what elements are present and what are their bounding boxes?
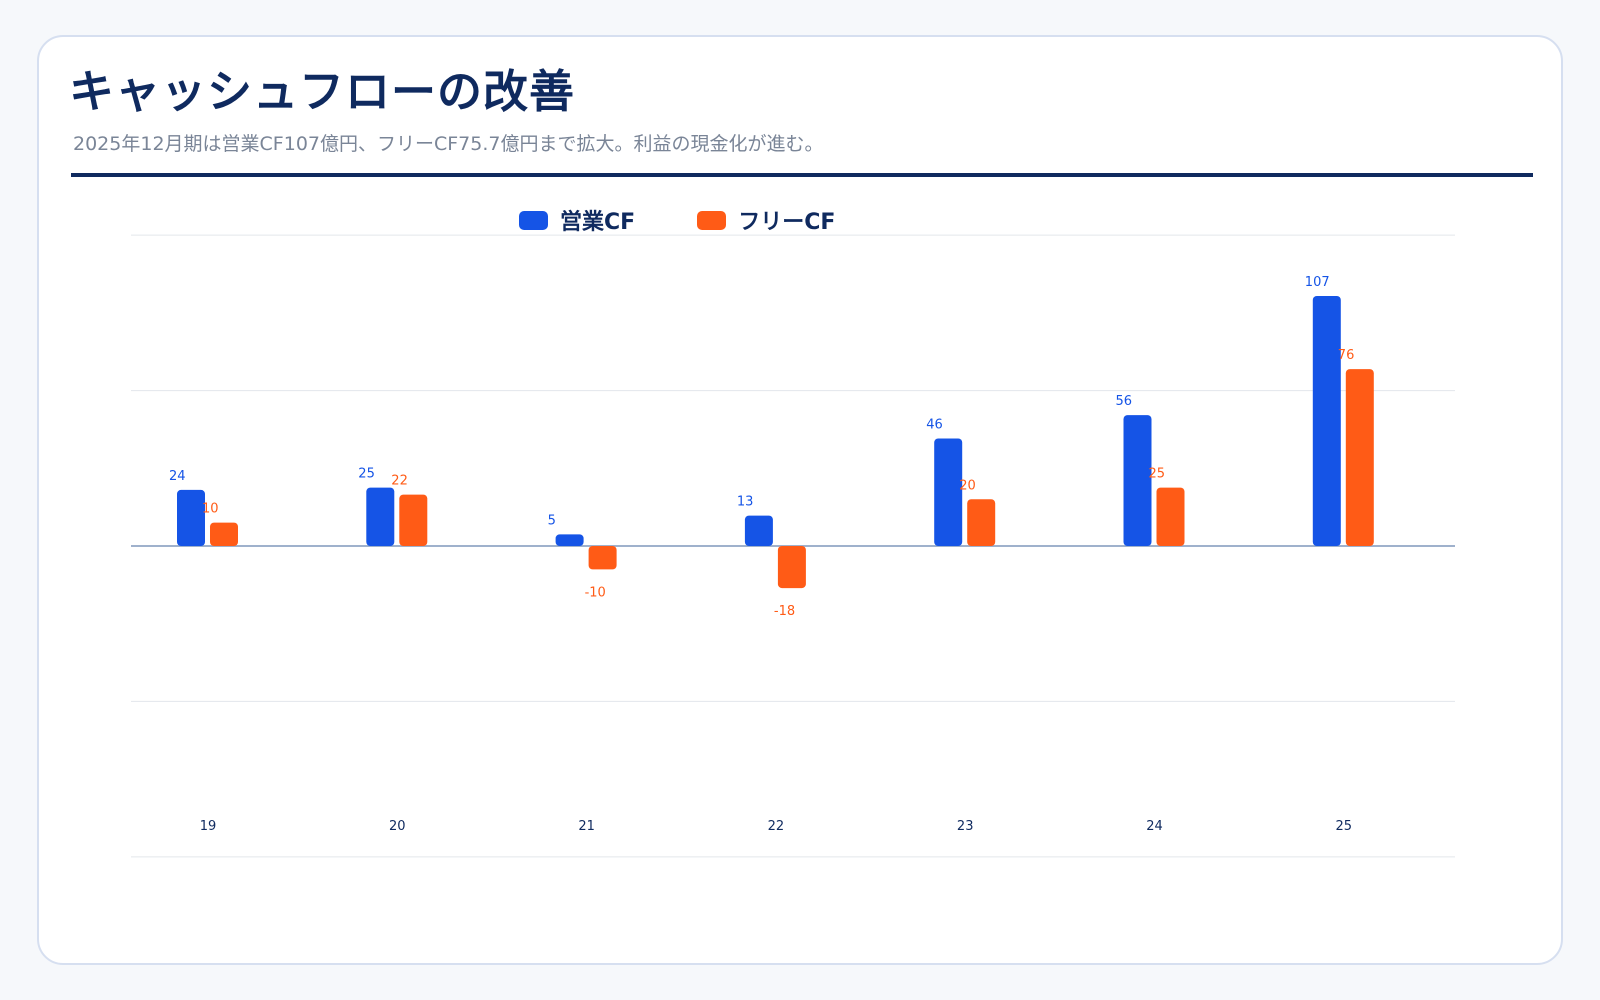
bar-free-cf-21 [588,546,617,570]
legend-swatch-free-cf [697,210,727,230]
data-label: 46 [926,417,943,432]
x-tick-label: 24 [1146,819,1163,834]
legend-swatch-operating-cf [519,210,548,230]
bar-free-cf-22 [777,546,806,589]
data-label: 76 [1338,348,1355,363]
chart-card: キャッシュフローの改善 2025年12月期は営業CF107億円、フリーCF75.… [37,35,1563,965]
bar-operating-cf-24 [1123,415,1152,546]
legend-label-operating-cf: 営業CF [560,210,636,235]
data-label: 5 [548,513,556,528]
data-label: 13 [737,495,754,510]
data-label: 25 [358,467,375,482]
data-label: 22 [391,474,408,489]
bar-free-cf-19 [210,522,238,546]
bar-operating-cf-23 [934,438,963,546]
chart-legend: 営業CF フリーCF [519,204,835,236]
bar-chart: 24 10 19 25 22 20 5 -10 21 13 -18 22 46 20 23 56 25 24 107… [131,234,1455,858]
legend-item-free-cf[interactable]: フリーCF [697,204,835,236]
page-title: キャッシュフローの改善 [69,65,576,118]
x-tick-label: 21 [578,819,595,834]
x-tick-label: 23 [957,819,974,834]
page-subtitle: 2025年12月期は営業CF107億円、フリーCF75.7億円まで拡大。利益の現… [73,133,824,155]
title-divider [71,173,1533,177]
bar-operating-cf-21 [555,534,584,546]
x-tick-label: 19 [200,819,217,834]
data-label: 25 [1149,467,1166,482]
bar-free-cf-20 [399,494,428,546]
data-label: 56 [1116,394,1133,409]
x-tick-label: 22 [768,819,785,834]
data-label: -18 [774,604,795,619]
bar-operating-cf-22 [744,515,773,546]
bar-operating-cf-19 [177,489,205,546]
legend-label-free-cf: フリーCF [738,210,836,235]
legend-item-operating-cf[interactable]: 営業CF [519,204,635,236]
bar-free-cf-23 [967,499,996,546]
bar-free-cf-25 [1345,369,1374,546]
data-label: 20 [959,478,976,493]
data-label: -10 [585,585,606,600]
data-label: 10 [202,502,219,517]
bar-free-cf-24 [1156,487,1185,546]
bar-operating-cf-20 [366,487,395,546]
x-tick-label: 20 [389,819,406,834]
data-label: 107 [1305,275,1330,290]
x-tick-label: 25 [1336,819,1353,834]
bar-operating-cf-25 [1312,295,1341,546]
data-label: 24 [169,469,186,484]
